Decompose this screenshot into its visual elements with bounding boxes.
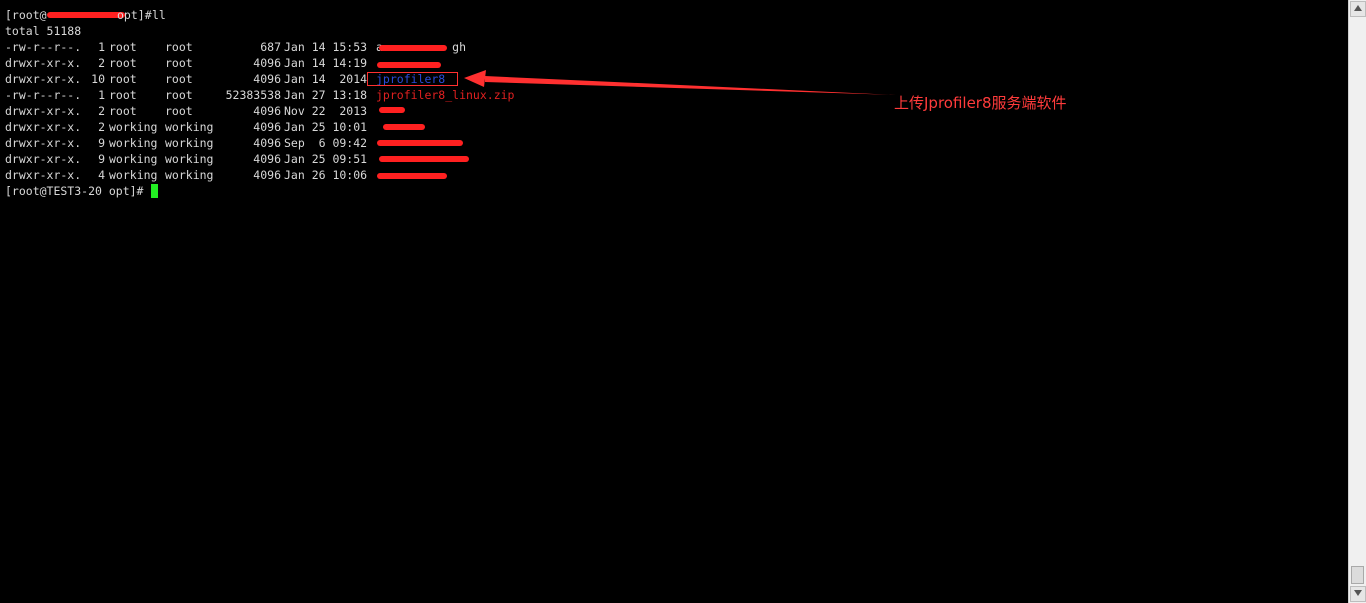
file-perms: -rw-r--r--.: [5, 88, 82, 102]
file-date: Jan 26 10:06: [284, 168, 368, 182]
file-size: 4096: [253, 136, 281, 150]
file-size: 4096: [253, 152, 281, 166]
file-group: working: [165, 120, 214, 134]
prompt-dir: opt]#: [117, 8, 159, 22]
file-links: 2: [98, 104, 105, 118]
file-owner: working: [109, 168, 158, 182]
file-size: 4096: [253, 56, 281, 70]
file-owner: root: [109, 56, 137, 70]
redaction-mark: [383, 124, 425, 130]
file-perms: drwxr-xr-x.: [5, 120, 82, 134]
redaction-mark: [377, 140, 463, 146]
vertical-scrollbar[interactable]: [1348, 0, 1366, 603]
file-date: Jan 25 09:51: [284, 152, 368, 166]
file-perms: drwxr-xr-x.: [5, 56, 82, 70]
file-owner: root: [109, 88, 137, 102]
redaction-mark: [379, 107, 405, 113]
file-date: Sep 6 09:42: [284, 136, 368, 150]
file-date: Jan 25 10:01: [284, 120, 368, 134]
file-links: 9: [98, 152, 105, 166]
redaction-mark: [47, 12, 125, 18]
file-perms: drwxr-xr-x.: [5, 152, 82, 166]
file-links: 4: [98, 168, 105, 182]
file-owner: working: [109, 136, 158, 150]
file-links: 9: [98, 136, 105, 150]
file-size: 4096: [253, 168, 281, 182]
file-row: drwxr-xr-x. 10 root root 4096 Jan 14 201…: [5, 71, 445, 87]
file-group: working: [165, 136, 214, 150]
file-perms: drwxr-xr-x.: [5, 136, 82, 150]
file-row: drwxr-xr-x. 4 working working 4096 Jan 2…: [5, 167, 447, 183]
jprofiler8-zip-name: jprofiler8_linux.zip: [376, 88, 515, 102]
file-group: root: [165, 104, 193, 118]
redaction-mark: [377, 173, 447, 179]
file-links: 1: [98, 88, 105, 102]
file-links: 2: [98, 120, 105, 134]
file-row: drwxr-xr-x. 2 root root 4096 Nov 22 2013: [5, 103, 405, 119]
file-size: 4096: [253, 120, 281, 134]
file-links: 1: [98, 40, 105, 54]
total-line: total 51188: [5, 24, 82, 38]
file-row: drwxr-xr-x. 2 working working 4096 Jan 2…: [5, 119, 425, 135]
file-perms: drwxr-xr-x.: [5, 168, 82, 182]
file-size: 52383538: [225, 88, 281, 102]
annotation-text: 上传Jprofiler8服务端软件: [894, 94, 1067, 112]
file-date: Jan 27 13:18: [284, 88, 368, 102]
file-owner: root: [109, 40, 137, 54]
jprofiler8-dir-name: jprofiler8: [376, 72, 446, 86]
final-prompt: [root@TEST3-20 opt]#: [5, 184, 151, 198]
file-row: drwxr-xr-x. 9 working working 4096 Jan 2…: [5, 151, 469, 167]
prompt-start: [root@: [5, 8, 47, 22]
triangle-down-icon: [1354, 590, 1362, 596]
file-size: 4096: [253, 104, 281, 118]
redaction-mark: [379, 156, 469, 162]
file-group: working: [165, 168, 214, 182]
file-owner: working: [109, 120, 158, 134]
file-size: 687: [260, 40, 281, 54]
file-group: root: [165, 40, 193, 54]
file-row: drwxr-xr-x. 9 working working 4096 Sep 6…: [5, 135, 463, 151]
file-links: 10: [91, 72, 105, 86]
file-row: -rw-r--r--. 1 root root 52383538 Jan 27 …: [5, 87, 514, 103]
file-perms: -rw-r--r--.: [5, 40, 82, 54]
file-group: root: [165, 56, 193, 70]
redaction-mark: [379, 45, 447, 51]
file-date: Jan 14 2014: [284, 72, 368, 86]
file-perms: drwxr-xr-x.: [5, 72, 82, 86]
command-line: [root@ opt]# ll: [5, 7, 166, 23]
file-group: root: [165, 72, 193, 86]
file-owner: root: [109, 72, 137, 86]
highlight-box: [367, 72, 458, 86]
redaction-mark: [377, 62, 441, 68]
file-date: Nov 22 2013: [284, 104, 368, 118]
scroll-down-button[interactable]: [1350, 586, 1366, 602]
file-owner: root: [109, 104, 137, 118]
file-date: Jan 14 15:53: [284, 40, 368, 54]
file-size: 4096: [253, 72, 281, 86]
file-group: root: [165, 88, 193, 102]
file-row: drwxr-xr-x. 2 root root 4096 Jan 14 14:1…: [5, 55, 441, 71]
scroll-up-button[interactable]: [1350, 1, 1366, 17]
file-owner: working: [109, 152, 158, 166]
file-perms: drwxr-xr-x.: [5, 104, 82, 118]
file-row: -rw-r--r--. 1 root root 687 Jan 14 15:53…: [5, 39, 466, 55]
file-links: 2: [98, 56, 105, 70]
terminal-cursor: [151, 184, 158, 198]
file-group: working: [165, 152, 214, 166]
scroll-thumb[interactable]: [1351, 566, 1364, 584]
triangle-up-icon: [1354, 5, 1362, 11]
file-date: Jan 14 14:19: [284, 56, 368, 70]
final-prompt-line: [root@TEST3-20 opt]#: [5, 183, 158, 199]
command-text: ll: [152, 8, 166, 22]
